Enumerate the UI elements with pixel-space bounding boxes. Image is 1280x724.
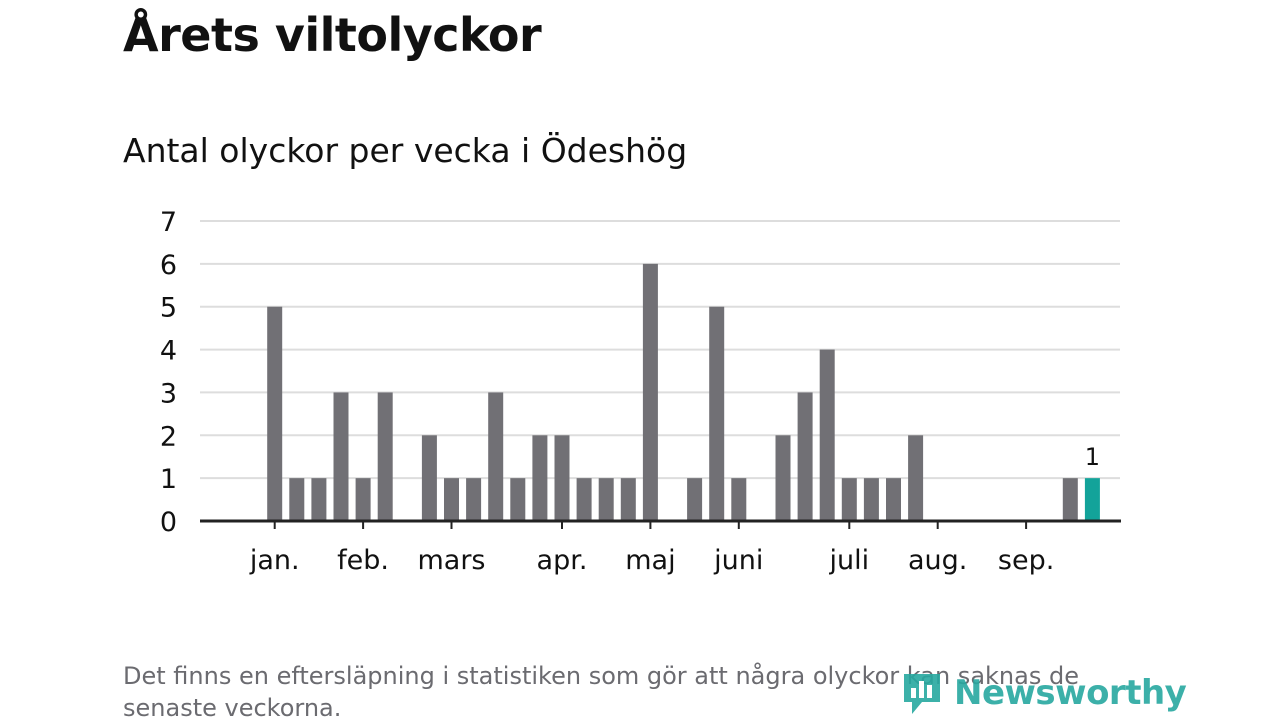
bars bbox=[267, 263, 1100, 521]
x-tick-label: mars bbox=[417, 545, 485, 576]
bar bbox=[488, 392, 504, 521]
y-tick-label: 6 bbox=[160, 250, 177, 281]
y-tick-label: 3 bbox=[160, 378, 177, 409]
y-tick-label: 0 bbox=[160, 507, 177, 538]
y-tick-label: 2 bbox=[160, 421, 177, 452]
bar bbox=[819, 349, 835, 521]
y-axis-ticks: 0 1 2 3 4 5 6 7 bbox=[160, 207, 177, 538]
bar bbox=[377, 392, 393, 521]
x-tick-label: sep. bbox=[998, 545, 1054, 576]
bar bbox=[886, 478, 901, 521]
bar bbox=[421, 435, 437, 521]
x-axis bbox=[200, 519, 1121, 529]
bar bbox=[532, 435, 548, 521]
bar bbox=[289, 478, 305, 521]
x-tick-label: apr. bbox=[537, 545, 588, 576]
bar bbox=[775, 435, 791, 521]
x-tick-label: jan. bbox=[249, 545, 300, 576]
bar bbox=[466, 478, 482, 521]
bar bbox=[1062, 478, 1078, 521]
bar-chart: 0 1 2 3 4 5 6 7 jan. feb. mars apr. maj juni juli aug.… bbox=[160, 207, 1121, 576]
chart-title: Årets viltolyckor bbox=[123, 8, 542, 62]
bar bbox=[576, 478, 592, 521]
x-axis-labels: jan. feb. mars apr. maj juni juli aug. sep. bbox=[249, 545, 1054, 576]
bar bbox=[355, 478, 371, 521]
y-tick-label: 4 bbox=[160, 336, 177, 367]
y-tick-label: 7 bbox=[160, 207, 177, 238]
bar bbox=[687, 478, 703, 521]
bar bbox=[554, 435, 570, 521]
x-tick-label: aug. bbox=[908, 545, 967, 576]
bar bbox=[267, 306, 283, 521]
bar bbox=[841, 478, 857, 521]
bar bbox=[598, 478, 614, 521]
bar bbox=[311, 478, 327, 521]
x-tick-label: juli bbox=[828, 545, 869, 576]
data-label-current-week: 1 bbox=[1085, 443, 1100, 471]
bar bbox=[797, 392, 813, 521]
bar bbox=[333, 392, 349, 521]
y-tick-label: 5 bbox=[160, 293, 177, 324]
bar bbox=[863, 478, 879, 521]
newsworthy-logo-text: Newsworthy bbox=[954, 673, 1187, 713]
x-tick-label: juni bbox=[713, 545, 763, 576]
newsworthy-logo: Newsworthy bbox=[900, 668, 1187, 718]
y-tick-label: 1 bbox=[160, 464, 177, 495]
bar bbox=[709, 306, 725, 521]
bar bbox=[444, 478, 459, 521]
bar bbox=[731, 478, 747, 521]
bar-current-week bbox=[1084, 478, 1100, 521]
chart-subtitle: Antal olyckor per vecka i Ödeshög bbox=[123, 131, 688, 170]
bar bbox=[620, 478, 636, 521]
annotations: 1 bbox=[1085, 443, 1100, 471]
x-tick-label: maj bbox=[625, 545, 675, 576]
newsworthy-logo-icon bbox=[904, 674, 940, 714]
bar bbox=[642, 263, 658, 521]
bar bbox=[510, 478, 526, 521]
grid-lines bbox=[200, 220, 1120, 480]
x-tick-label: feb. bbox=[337, 545, 389, 576]
bar bbox=[908, 435, 924, 521]
